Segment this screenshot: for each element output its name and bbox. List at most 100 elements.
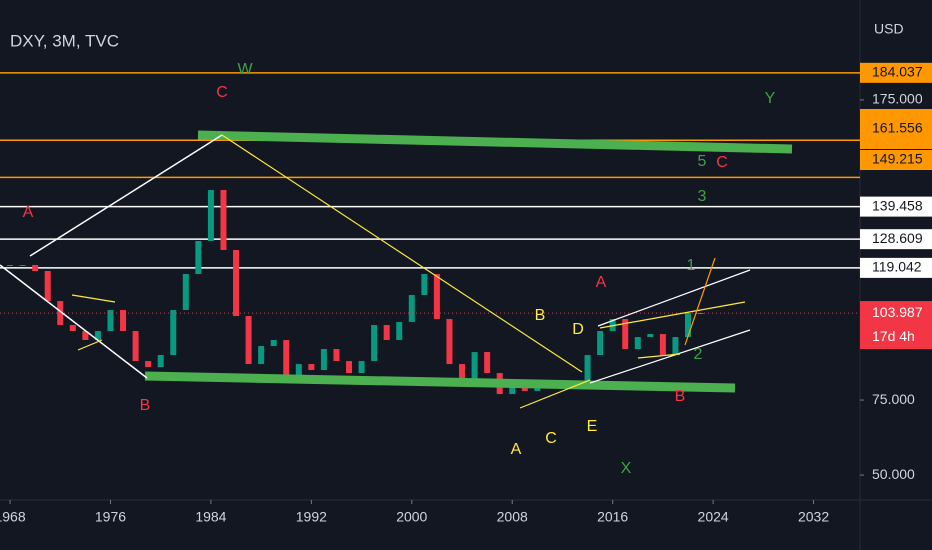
candle: [634, 337, 641, 350]
candle: [333, 349, 340, 362]
wave-label: W: [237, 61, 253, 78]
candle: [320, 349, 327, 371]
level-label: 149.215: [872, 151, 923, 167]
wave-label: A: [23, 204, 34, 221]
wave-label: B: [675, 388, 686, 405]
candle: [346, 361, 353, 374]
candle: [484, 352, 491, 374]
candle: [672, 337, 679, 356]
candle: [233, 250, 240, 317]
trend-line: [221, 134, 583, 373]
drawings: [0, 130, 793, 409]
wave-label: Y: [765, 90, 776, 107]
candle: [195, 240, 202, 275]
candle: [270, 340, 277, 347]
trend-line: [597, 269, 751, 327]
trend-line: [77, 339, 103, 351]
candle: [19, 265, 26, 267]
candle: [659, 334, 666, 356]
wave-label: C: [216, 84, 228, 101]
candle: [584, 355, 591, 386]
candle: [433, 274, 440, 320]
wave-label: A: [596, 274, 607, 291]
chart-title: DXY, 3M, TVC: [10, 31, 119, 50]
candle: [396, 322, 403, 341]
trend-line: [684, 257, 716, 346]
wave-label: B: [535, 307, 546, 324]
candle: [509, 382, 516, 395]
trend-channel: [197, 130, 793, 154]
x-tick-label: 2032: [798, 509, 829, 525]
level-label: 139.458: [872, 197, 923, 213]
wave-label: 2: [694, 346, 703, 363]
wave-label: D: [572, 321, 584, 338]
candle: [597, 331, 604, 356]
candle: [685, 313, 691, 338]
trend-line: [599, 301, 746, 329]
candle: [308, 364, 315, 371]
candle: [647, 334, 654, 338]
candle: [471, 352, 478, 383]
x-tick-label: 2016: [597, 509, 628, 525]
candle: [120, 310, 127, 332]
wave-label: B: [140, 397, 151, 414]
candle: [69, 325, 76, 332]
candle: [207, 189, 214, 241]
x-tick-label: 2024: [698, 509, 729, 525]
candle: [157, 355, 164, 368]
candle: [245, 316, 252, 365]
trend-line: [519, 379, 591, 409]
candle: [82, 331, 89, 341]
candle: [283, 340, 290, 377]
level-label-box: [860, 257, 932, 278]
candle: [7, 265, 14, 267]
trend-line: [637, 353, 681, 359]
level-label: 119.042: [872, 259, 922, 275]
candle: [44, 271, 51, 302]
candle: [145, 361, 152, 368]
axis-unit: USD: [874, 21, 904, 37]
candle: [220, 189, 227, 250]
last-price-label: 103.987: [872, 304, 923, 320]
x-tick-label: 1968: [0, 509, 26, 525]
candle: [358, 361, 365, 374]
candle: [383, 325, 390, 341]
candle: [132, 331, 139, 362]
trend-channel: [144, 371, 736, 393]
wave-label: C: [716, 154, 728, 171]
wave-label: 1: [687, 257, 696, 274]
level-label-box: [860, 62, 932, 83]
level-label-box: [860, 150, 932, 170]
y-tick-label: 75.000: [872, 391, 915, 407]
candle: [459, 364, 466, 383]
candle: [32, 265, 39, 272]
y-tick-label: 175.000: [872, 91, 923, 107]
candle: [534, 388, 541, 392]
level-label: 128.609: [872, 230, 923, 246]
candle: [408, 295, 415, 323]
last-price-box: [860, 301, 932, 350]
trend-line: [71, 294, 116, 303]
candle: [295, 364, 302, 377]
trend-line: [0, 264, 148, 379]
x-tick-label: 1992: [296, 509, 327, 525]
candle: [170, 310, 177, 356]
candle: [94, 331, 101, 341]
x-tick-label: 2008: [497, 509, 528, 525]
candle: [421, 274, 428, 296]
level-label-box: [860, 196, 932, 217]
candle: [622, 319, 629, 350]
level-label: 161.556: [872, 120, 923, 136]
x-tick-label: 2000: [396, 509, 427, 525]
level-label: 184.037: [872, 64, 923, 80]
y-tick-label: 50.000: [872, 466, 915, 482]
countdown-label: 17d 4h: [872, 328, 915, 344]
wave-label: E: [587, 418, 598, 435]
wave-label: 5: [698, 153, 707, 170]
wave-label: C: [545, 430, 557, 447]
candle: [107, 310, 114, 332]
wave-label: 3: [698, 188, 707, 205]
trend-line: [29, 134, 223, 257]
